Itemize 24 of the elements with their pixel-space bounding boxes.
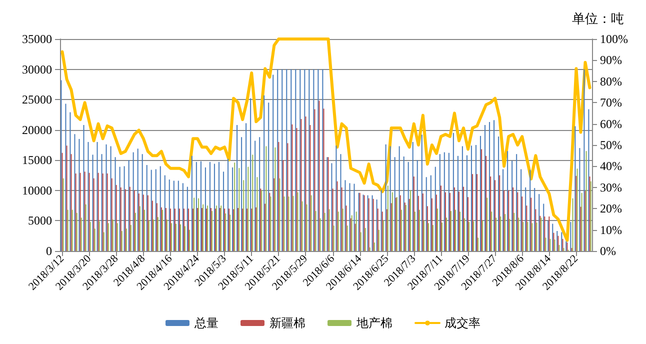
y-tick-label: 15000: [22, 153, 52, 168]
y2-tick-label: 70%: [600, 96, 622, 110]
y-tick-label: 35000: [22, 32, 52, 46]
y2-tick-label: 30%: [600, 180, 622, 194]
y-tick-label: 10000: [22, 183, 52, 198]
y-tick-label: 30000: [22, 62, 52, 76]
y2-tick-label: 90%: [600, 53, 622, 68]
legend-label: 新疆棉: [270, 316, 306, 330]
y-tick-label: 25000: [22, 92, 52, 107]
y2-tick-label: 20%: [600, 202, 622, 216]
legend-label: 地产棉: [356, 316, 392, 330]
y2-tick-label: 100%: [600, 32, 628, 46]
y-tick-label: 20000: [22, 122, 52, 137]
legend-label: 总量: [194, 316, 218, 330]
legend-label: 成交率: [444, 316, 480, 330]
y-tick-label: 0: [46, 244, 52, 258]
text: 单位：吨: [572, 11, 624, 26]
y2-tick-label: 40%: [600, 159, 622, 174]
y2-tick-label: 50%: [600, 138, 622, 152]
y2-tick-label: 0%: [600, 244, 616, 258]
y2-tick-label: 60%: [600, 116, 622, 131]
y2-tick-label: 10%: [600, 222, 622, 237]
y2-tick-label: 80%: [600, 74, 622, 88]
y-tick-label: 5000: [28, 214, 52, 228]
